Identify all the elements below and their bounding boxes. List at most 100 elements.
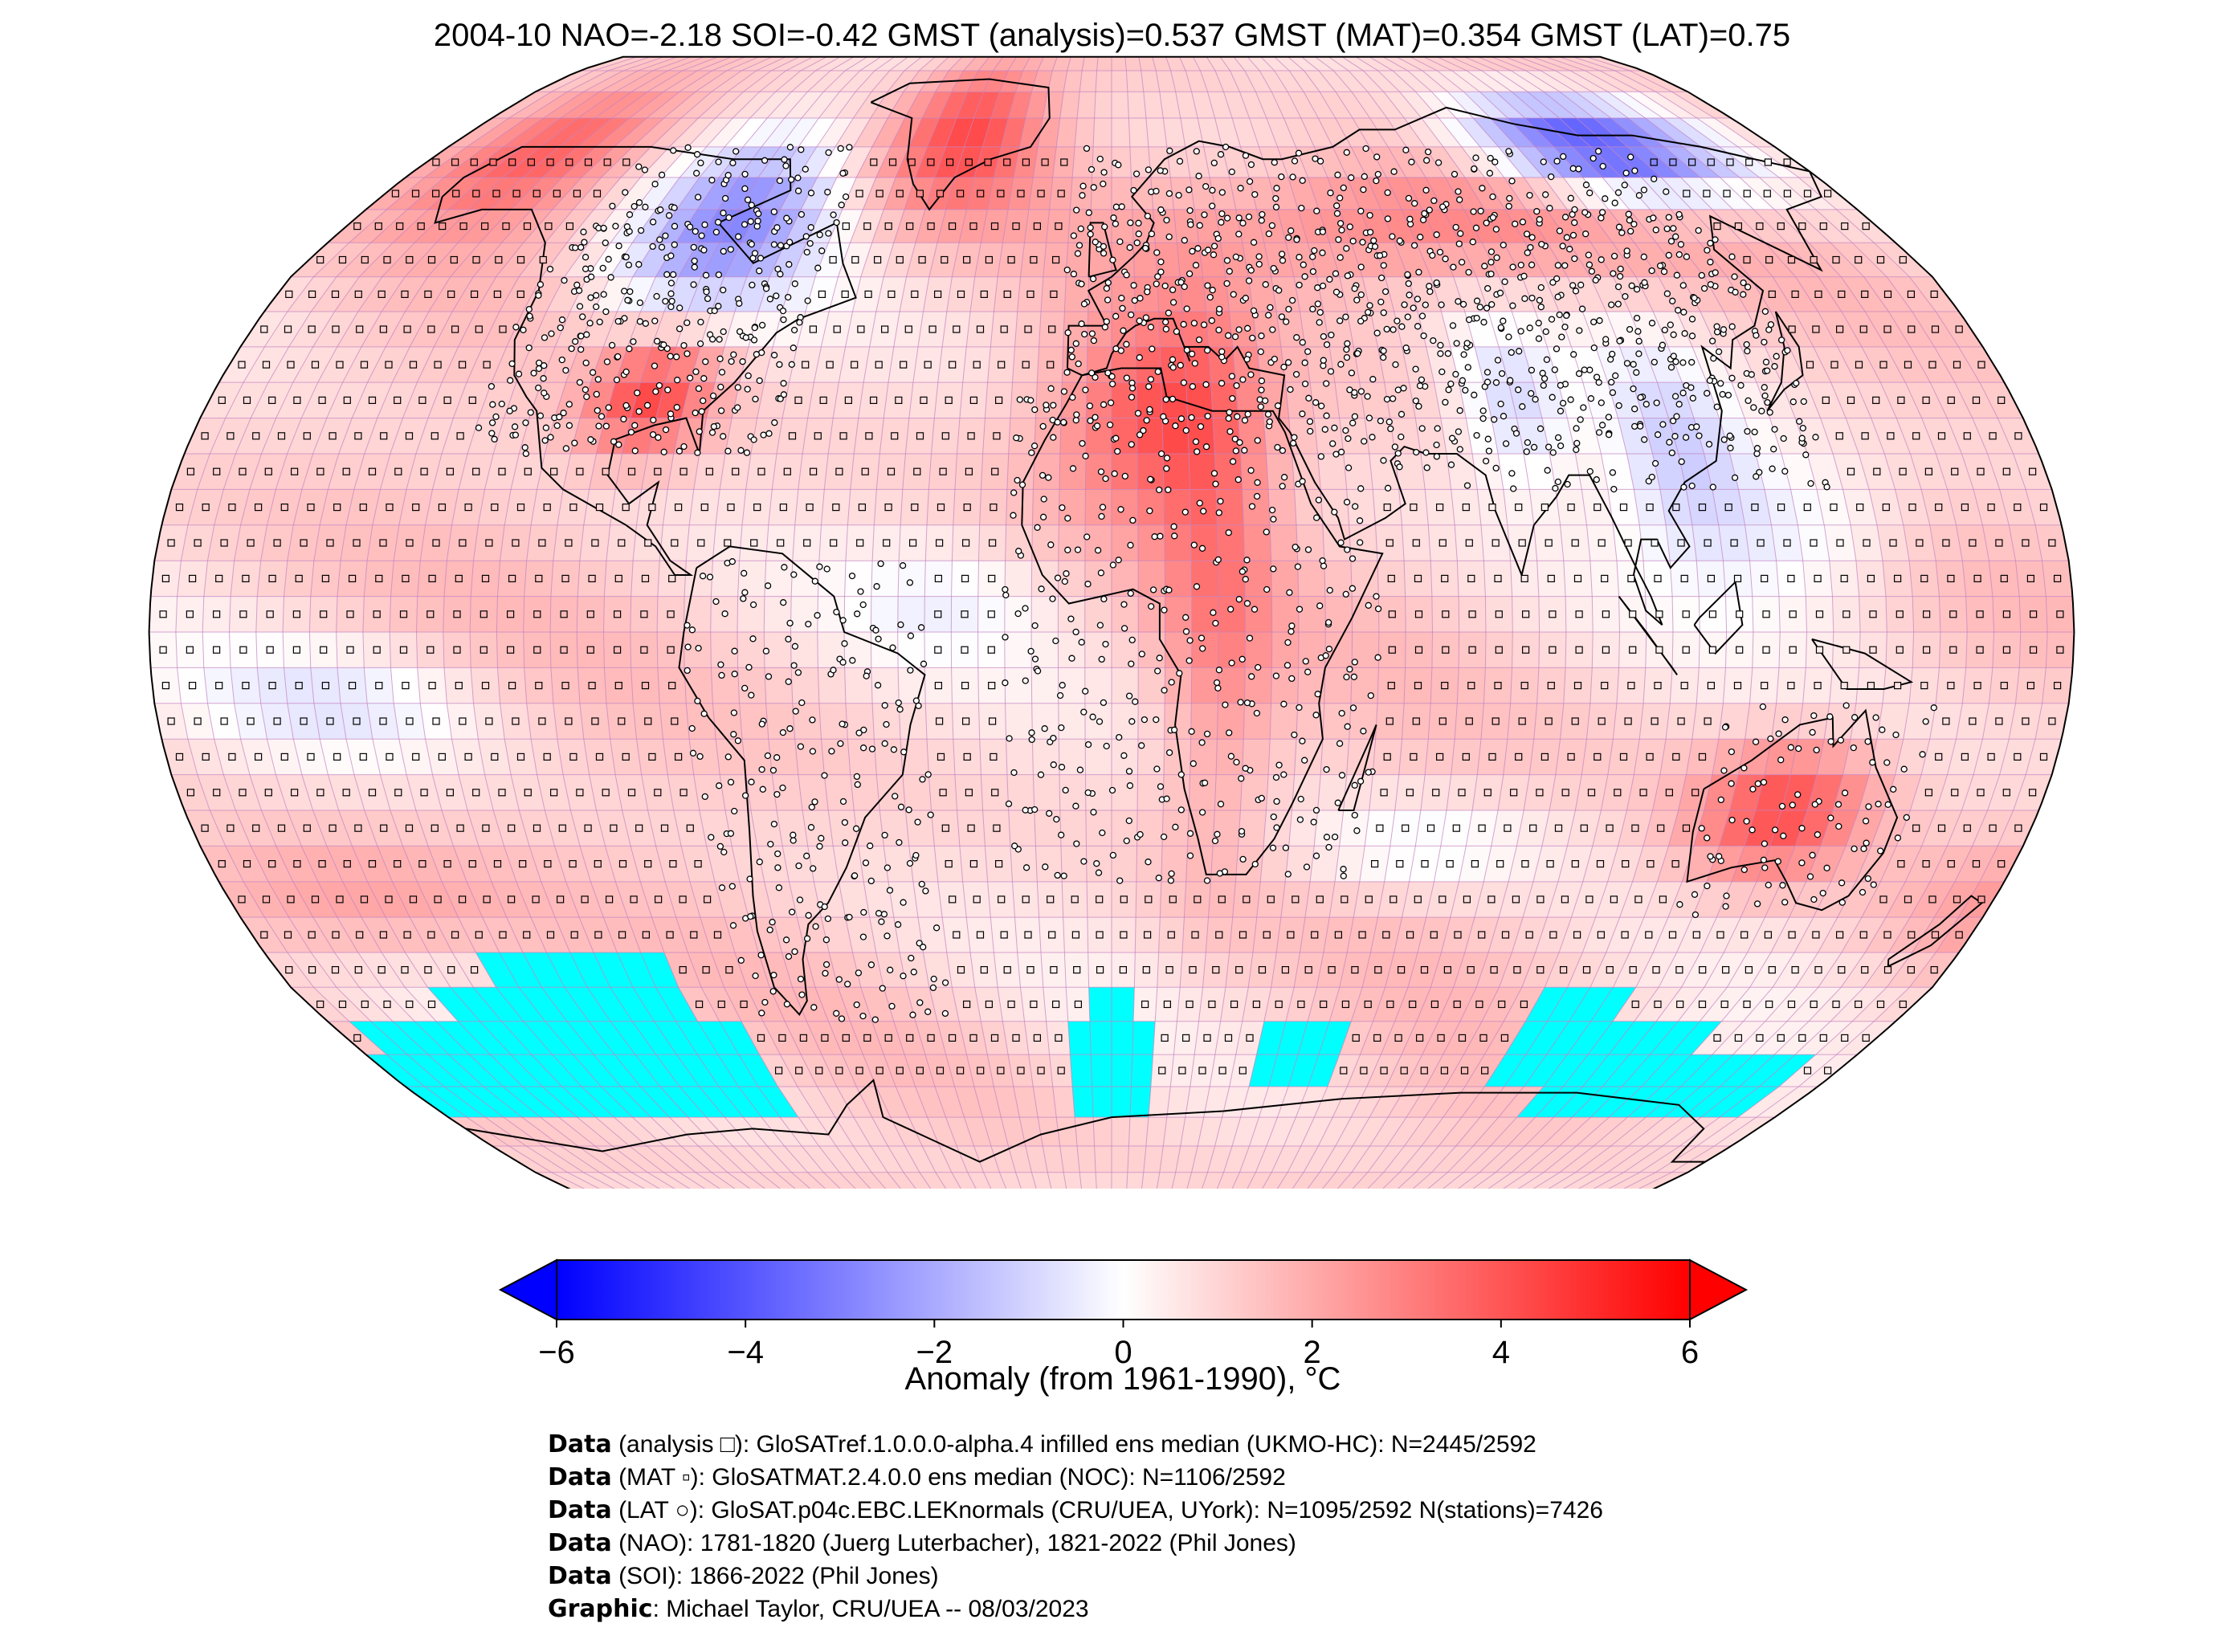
grid-cell [807,1172,846,1189]
grid-cell [612,1146,664,1173]
grid-cell [863,881,894,918]
grid-cell [594,952,633,988]
grid-cell [573,1054,621,1087]
grid-cell [789,881,822,918]
grid-cell [816,1117,854,1146]
grid-cell [1092,1087,1112,1118]
grid-cell [1712,739,1745,775]
grid-cell [1347,312,1378,347]
grid-cell [897,596,925,632]
grid-cell [1304,1146,1336,1173]
grid-cell [1059,810,1087,846]
grid-cell [790,632,818,668]
grid-cell [836,1087,872,1118]
grid-cell [1650,1021,1700,1055]
grid-cell [939,1146,968,1173]
grid-cell [853,1117,888,1146]
grid-cell [871,1117,905,1146]
grid-cell [629,1146,679,1173]
grid-cell [635,1054,680,1087]
grid-cell [1859,774,1896,810]
grid-cell [1349,703,1377,740]
grid-cell [923,952,953,988]
grid-cell [1498,1087,1544,1118]
grid-cell [875,1087,909,1118]
grid-cell [1164,739,1191,775]
grid-cell [1218,561,1246,597]
grid-cell [1270,524,1298,561]
grid-cell [1033,774,1060,810]
grid-cell [1335,1146,1370,1173]
grid-cell [1607,1146,1663,1173]
grid-cell [370,1021,428,1055]
grid-cell [1443,1087,1485,1118]
grid-cell [699,810,732,846]
grid-cell [1207,1146,1233,1173]
grid-cell [1038,1117,1060,1146]
grid-cell [1089,1021,1112,1055]
grid-cell [904,1146,936,1173]
grid-cell [737,632,765,668]
grid-cell [1213,418,1241,454]
grid-cell [503,1087,559,1118]
grid-cell [1525,987,1568,1022]
grid-cell [1059,1146,1080,1173]
grid-cell [1438,1117,1480,1146]
grid-cell [711,1172,757,1189]
grid-cell [1738,739,1772,775]
grid-cell [614,1054,660,1087]
grid-cell [1546,1021,1591,1055]
grid-cell [1437,1172,1480,1189]
grid-cell [1618,418,1653,454]
grid-cell [1576,1117,1628,1146]
grid-cell [407,1054,464,1087]
grid-cell [791,561,819,597]
grid-cell [1745,418,1781,454]
grid-cell [610,1021,656,1055]
grid-cell [1559,1117,1610,1146]
grid-cell [1481,1172,1528,1189]
grid-cell [1033,454,1060,490]
grid-cell [1343,454,1373,490]
grid-cell [871,667,900,704]
grid-cell [836,1146,872,1173]
grid-cell [856,1087,891,1118]
grid-cell [1643,346,1683,383]
grid-cell [1298,1021,1330,1055]
grid-cell [844,561,873,597]
grid-cell [1061,846,1088,882]
grid-cell [706,846,740,882]
grid-cell [1696,1117,1757,1146]
grid-cell [1217,703,1245,740]
grid-cell [711,667,740,704]
grid-cell [1324,596,1353,632]
grid-cell [1369,1117,1407,1146]
grid-cell [1490,1117,1536,1146]
grid-cell [427,987,480,1022]
grid-cell [1363,1172,1400,1189]
grid-cell [1639,1146,1697,1173]
grid-cell [1479,1146,1525,1173]
grid-cell [957,1146,984,1173]
grid-cell [1189,774,1217,810]
grid-cell [818,703,848,740]
grid-cell [724,1117,768,1146]
grid-cell [904,1172,934,1189]
grid-cell [818,1146,856,1173]
grid-cell [835,1117,871,1146]
grid-cell [1008,810,1036,846]
grid-cell [1756,1087,1818,1118]
grid-cell [1528,1146,1577,1173]
grid-cell [1671,1021,1722,1055]
grid-cell [983,1172,1008,1189]
grid-cell [839,881,870,918]
grid-cell [1216,489,1244,525]
grid-cell [1288,810,1318,846]
grid-cell [450,987,502,1022]
grid-cell [739,703,769,740]
grid-cell [1547,987,1591,1022]
grid-cell [1353,1117,1389,1146]
grid-cell [1701,1087,1760,1118]
grid-cell [1127,1146,1146,1173]
grid-cell [922,1146,952,1173]
